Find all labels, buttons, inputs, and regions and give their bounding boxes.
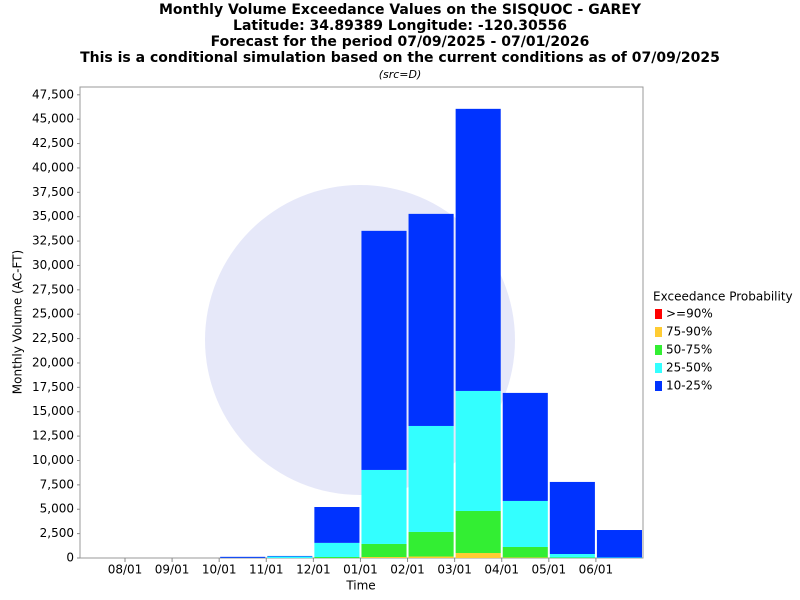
bar-segment <box>502 392 548 501</box>
legend-label: 75-90% <box>666 325 712 339</box>
bar-segment <box>502 546 548 558</box>
bar-segment <box>455 108 501 391</box>
bar-segment <box>549 554 595 558</box>
x-tick-label: 05/01 <box>532 563 567 577</box>
y-tick-label: 32,500 <box>32 234 74 248</box>
y-tick-label: 10,000 <box>32 453 74 467</box>
legend-title: Exceedance Probability <box>653 290 793 304</box>
x-tick-label: 08/01 <box>108 563 143 577</box>
x-tick-label: 10/01 <box>202 563 237 577</box>
x-tick-label: 03/01 <box>437 563 472 577</box>
bar-segment <box>361 543 407 558</box>
x-tick-label: 09/01 <box>155 563 190 577</box>
y-tick-label: 27,500 <box>32 282 74 296</box>
legend-label: 25-50% <box>666 361 712 375</box>
bar-segment <box>267 555 313 557</box>
legend-swatch <box>655 381 662 391</box>
y-tick-label: 5,000 <box>40 502 74 516</box>
x-tick-label: 11/01 <box>249 563 284 577</box>
source-note: (src=D) <box>379 68 422 81</box>
bar-segment <box>455 553 501 558</box>
x-axis-title: Time <box>345 579 375 593</box>
bar-segment <box>549 481 595 555</box>
bar-segment <box>408 556 454 558</box>
x-tick-label: 04/01 <box>484 563 519 577</box>
bar-segment <box>361 469 407 544</box>
subtitle: Forecast for the period 07/09/2025 - 07/… <box>211 34 590 50</box>
bar-segment <box>408 425 454 532</box>
bar-segment <box>455 510 501 554</box>
legend-swatch <box>655 345 662 355</box>
legend-swatch <box>655 363 662 373</box>
y-tick-label: 37,500 <box>32 185 74 199</box>
x-tick-label: 02/01 <box>390 563 425 577</box>
legend-swatch <box>655 327 662 337</box>
y-tick-label: 40,000 <box>32 160 74 174</box>
bar-segment <box>361 230 407 470</box>
bar-segment <box>502 500 548 547</box>
bar-segment <box>314 557 360 558</box>
subtitle: Latitude: 34.89389 Longitude: -120.30556 <box>233 18 567 34</box>
y-tick-label: 42,500 <box>32 136 74 150</box>
y-tick-label: 15,000 <box>32 404 74 418</box>
y-tick-label: 30,000 <box>32 258 74 272</box>
legend-label: 50-75% <box>666 343 712 357</box>
y-tick-label: 25,000 <box>32 307 74 321</box>
subtitle: This is a conditional simulation based o… <box>80 50 720 66</box>
chart-title: Monthly Volume Exceedance Values on the … <box>159 2 642 18</box>
y-tick-label: 2,500 <box>40 526 74 540</box>
bar-segment <box>361 557 407 558</box>
y-axis-title: Monthly Volume (AC-FT) <box>11 250 25 394</box>
x-tick-label: 06/01 <box>579 563 614 577</box>
legend-label: 10-25% <box>666 379 712 393</box>
y-tick-label: 35,000 <box>32 209 74 223</box>
x-tick-label: 01/01 <box>343 563 378 577</box>
y-tick-label: 45,000 <box>32 112 74 126</box>
y-tick-label: 20,000 <box>32 355 74 369</box>
bar-segment <box>596 530 642 558</box>
y-tick-label: 47,500 <box>32 87 74 101</box>
bar-segment <box>408 213 454 426</box>
bar-segment <box>314 506 360 543</box>
bar-segment <box>455 390 501 511</box>
bar-segment <box>220 556 266 558</box>
legend-swatch <box>655 309 662 319</box>
bar-segment <box>408 531 454 557</box>
y-tick-label: 12,500 <box>32 429 74 443</box>
y-tick-label: 7,500 <box>40 477 74 491</box>
x-tick-label: 12/01 <box>296 563 331 577</box>
y-tick-label: 22,500 <box>32 331 74 345</box>
bar-segment <box>267 556 313 558</box>
y-tick-label: 0 <box>66 551 74 565</box>
bar-segment <box>314 542 360 558</box>
legend-label: >=90% <box>666 307 713 321</box>
y-tick-label: 17,500 <box>32 380 74 394</box>
